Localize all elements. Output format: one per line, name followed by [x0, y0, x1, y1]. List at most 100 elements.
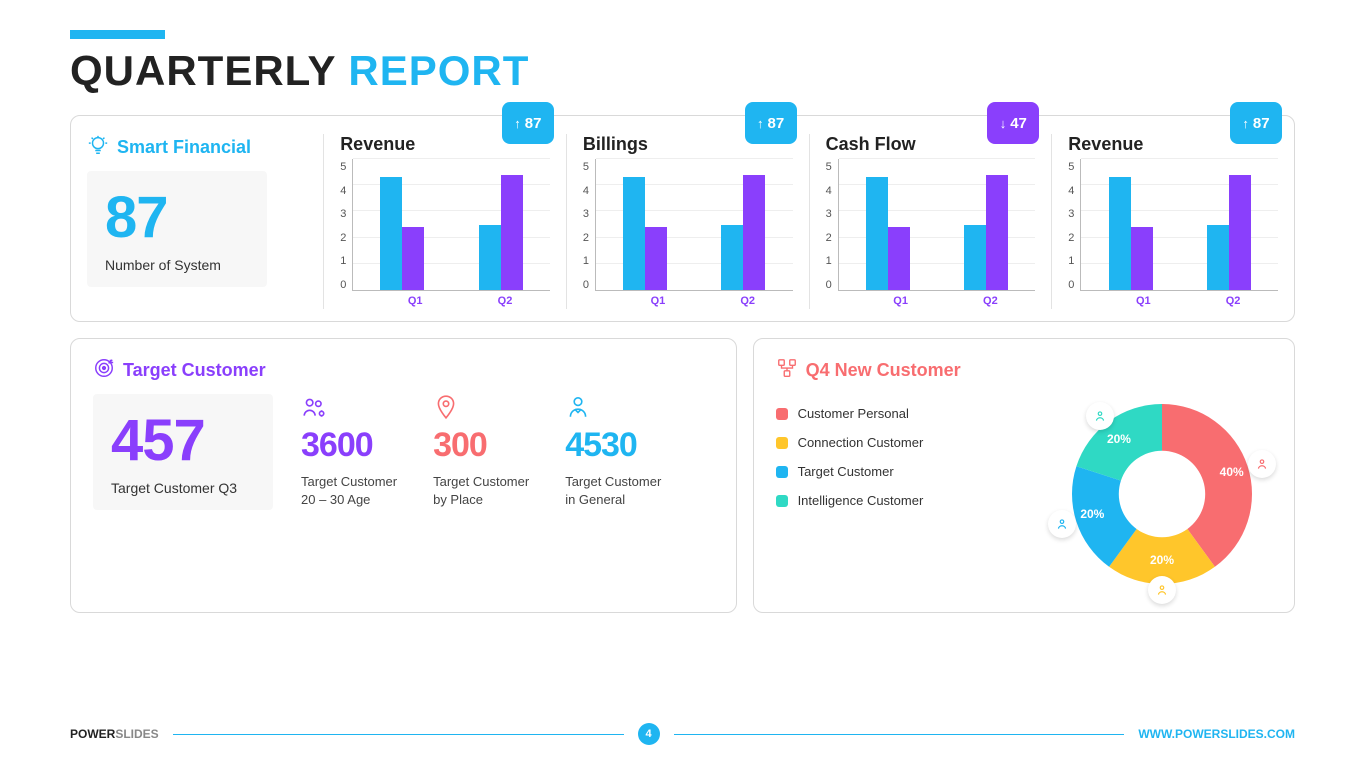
bar [1229, 175, 1251, 290]
smart-financial-sub: Number of System [105, 257, 249, 273]
legend-label: Target Customer [798, 464, 894, 479]
footer-brand-2: SLIDES [115, 727, 158, 741]
plot-area-wrap: Q1 Q2 [1080, 159, 1278, 309]
x-tick: Q1 [408, 295, 423, 307]
y-tick: 0 [826, 279, 832, 291]
page-title: QUARTERLY REPORT [70, 47, 1295, 95]
footer: POWERSLIDES 4 WWW.POWERSLIDES.COM [70, 723, 1295, 745]
x-tick: Q1 [1136, 295, 1151, 307]
donut-percent-label: 40% [1220, 465, 1244, 479]
y-tick: 3 [583, 208, 589, 220]
legend-label: Connection Customer [798, 435, 924, 450]
plot-area-wrap: Q1 Q2 [595, 159, 793, 309]
y-tick: 0 [583, 279, 589, 291]
stat-column: 300Target Customerby Place [433, 394, 529, 509]
y-axis: 543210 [583, 159, 595, 309]
y-tick: 2 [1068, 232, 1074, 244]
person-icon [565, 394, 661, 422]
y-tick: 3 [826, 208, 832, 220]
y-tick: 5 [826, 161, 832, 173]
stat-sub: Target Customerin General [565, 473, 661, 509]
donut-slice-icon [1148, 576, 1176, 604]
legend-item: Target Customer [776, 464, 1042, 479]
y-tick: 1 [826, 255, 832, 267]
plot-area-wrap: Q1 Q2 [352, 159, 550, 309]
bar-group [1109, 159, 1153, 290]
top-panel: Smart Financial 87 Number of System ↑87R… [70, 115, 1295, 322]
mini-chart-2: ↓47Cash Flow543210Q1Q2 [809, 134, 1052, 309]
y-axis: 5 4 3 2 1 0 [826, 159, 838, 309]
target-customer-header: Target Customer [93, 357, 714, 384]
bar-group [380, 159, 424, 290]
q4-label: Q4 New Customer [806, 360, 961, 381]
legend-swatch [776, 495, 788, 507]
x-tick: Q2 [740, 295, 755, 307]
y-tick: 0 [1068, 279, 1074, 291]
bar [1207, 225, 1229, 291]
y-tick: 5 [1068, 161, 1074, 173]
bar-group [623, 159, 667, 290]
x-tick: Q2 [1226, 295, 1241, 307]
bar-chart: 543210 Q1 Q2 [583, 159, 793, 309]
y-tick: 2 [826, 232, 832, 244]
bar [645, 227, 667, 290]
bar [986, 175, 1008, 290]
title-accent-bar [70, 30, 165, 39]
pin-icon [433, 394, 529, 422]
bar [888, 227, 910, 290]
q4-body: Customer Personal Connection Customer Targ… [776, 394, 1272, 594]
y-tick: 2 [340, 232, 346, 244]
metric-badge: ↑ 87 [502, 102, 554, 144]
legend-swatch [776, 437, 788, 449]
target-customer-value: 457 [111, 412, 255, 470]
title-word-2: REPORT [348, 47, 529, 94]
people-icon [301, 394, 397, 422]
stat-sub: Target Customerby Place [433, 473, 529, 509]
bar-group [964, 159, 1008, 290]
legend-item: Connection Customer [776, 435, 1042, 450]
footer-line-right [674, 734, 1125, 735]
badge-value: 87 [525, 115, 542, 132]
bar-group [866, 159, 910, 290]
target-icon [93, 357, 115, 384]
y-tick: 5 [340, 161, 346, 173]
bar [721, 225, 743, 291]
bar-group [721, 159, 765, 290]
legend-label: Intelligence Customer [798, 493, 924, 508]
y-tick: 4 [826, 185, 832, 197]
y-axis: 5 4 3 2 1 0 [1068, 159, 1080, 309]
y-tick: 4 [340, 185, 346, 197]
y-tick: 1 [1068, 255, 1074, 267]
arrow-up-icon: ↑ [514, 116, 521, 131]
bars-container [1081, 159, 1278, 290]
y-tick: 0 [340, 279, 346, 291]
plot-area [352, 159, 550, 291]
metric-badge: ↑87 [1230, 102, 1282, 144]
target-customer-kpi: 457 Target Customer Q3 [93, 394, 273, 510]
y-tick: 4 [1068, 185, 1074, 197]
q4-donut: 40%20%20%20% [1052, 394, 1272, 594]
q4-card: Q4 New Customer Customer Personal Connect… [753, 338, 1295, 613]
x-tick: Q2 [498, 295, 513, 307]
x-tick: Q1 [651, 295, 666, 307]
footer-url: WWW.POWERSLIDES.COM [1138, 727, 1295, 741]
donut-percent-label: 20% [1080, 507, 1104, 521]
stats-container: 3600Target Customer20 – 30 Age300Target … [301, 394, 661, 509]
q4-legend: Customer Personal Connection Customer Targ… [776, 406, 1042, 594]
lightbulb-icon [87, 134, 109, 161]
plot-area [595, 159, 793, 291]
y-tick: 3 [1068, 208, 1074, 220]
stat-value: 4530 [565, 426, 661, 465]
bar-group [1207, 159, 1251, 290]
stat-value: 3600 [301, 426, 397, 465]
plot-area [1080, 159, 1278, 291]
legend-item: Customer Personal [776, 406, 1042, 421]
legend-swatch [776, 408, 788, 420]
smart-financial-value: 87 [105, 189, 249, 247]
target-customer-label: Target Customer [123, 360, 266, 381]
x-tick: Q1 [893, 295, 908, 307]
bar [1109, 177, 1131, 290]
network-icon [776, 357, 798, 384]
legend-swatch [776, 466, 788, 478]
bar [743, 175, 765, 290]
